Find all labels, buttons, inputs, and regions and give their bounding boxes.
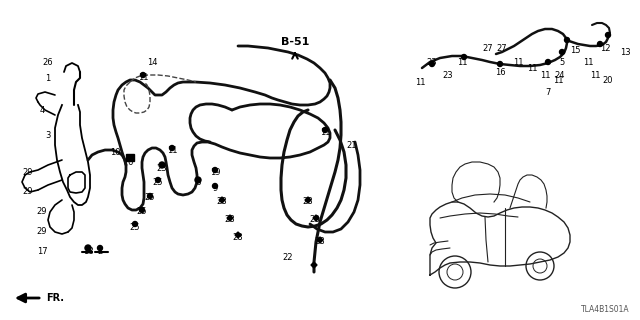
Circle shape: [559, 50, 564, 54]
Text: 28: 28: [233, 233, 243, 242]
Circle shape: [170, 146, 175, 150]
Text: 28: 28: [225, 215, 236, 225]
Polygon shape: [235, 232, 241, 238]
Text: 23: 23: [427, 58, 437, 67]
Text: 11: 11: [320, 127, 330, 137]
Text: 14: 14: [147, 58, 157, 67]
Text: 5: 5: [559, 58, 564, 67]
Text: 19: 19: [210, 167, 220, 177]
Circle shape: [147, 194, 152, 198]
Text: 11: 11: [167, 146, 177, 155]
Text: 11: 11: [457, 58, 467, 67]
Text: 11: 11: [415, 77, 425, 86]
Circle shape: [212, 167, 218, 172]
Circle shape: [212, 183, 218, 188]
Text: 11: 11: [138, 73, 148, 82]
Text: 29: 29: [23, 188, 33, 196]
Text: 23: 23: [157, 164, 167, 172]
Circle shape: [156, 178, 161, 182]
Circle shape: [497, 61, 502, 67]
Polygon shape: [305, 197, 311, 203]
Text: 25: 25: [153, 178, 163, 187]
Text: 2: 2: [97, 247, 102, 257]
Text: 25: 25: [137, 207, 147, 217]
Text: 11: 11: [540, 70, 550, 79]
Polygon shape: [313, 215, 319, 221]
Text: 28: 28: [303, 197, 314, 206]
Text: 29: 29: [23, 167, 33, 177]
Circle shape: [97, 245, 102, 251]
Text: 28: 28: [315, 237, 325, 246]
Text: TLA4B1S01A: TLA4B1S01A: [581, 305, 630, 314]
Text: 6: 6: [127, 157, 132, 166]
Text: 9: 9: [212, 183, 218, 193]
Circle shape: [132, 221, 138, 227]
Text: 16: 16: [495, 68, 506, 76]
Circle shape: [323, 127, 328, 132]
Text: 8: 8: [195, 178, 201, 187]
Text: 29: 29: [36, 228, 47, 236]
Bar: [126, 154, 134, 161]
Text: B-51: B-51: [281, 37, 309, 47]
Text: 20: 20: [603, 76, 613, 84]
Text: 10: 10: [109, 148, 120, 156]
Text: 11: 11: [527, 63, 537, 73]
Text: 24: 24: [555, 70, 565, 79]
Text: 3: 3: [45, 131, 51, 140]
Text: 22: 22: [283, 253, 293, 262]
Text: 11: 11: [513, 58, 524, 67]
Circle shape: [605, 33, 611, 37]
Circle shape: [429, 61, 435, 67]
Text: 11: 11: [553, 76, 563, 84]
Circle shape: [598, 42, 602, 46]
Text: 29: 29: [36, 207, 47, 217]
Text: 27: 27: [497, 44, 508, 52]
Text: 17: 17: [36, 247, 47, 257]
Text: 21: 21: [347, 140, 357, 149]
Text: 27: 27: [483, 44, 493, 52]
Text: 12: 12: [600, 44, 611, 52]
Text: 13: 13: [620, 47, 630, 57]
Circle shape: [159, 162, 165, 168]
Text: 1: 1: [45, 74, 51, 83]
Polygon shape: [317, 237, 323, 243]
Text: 15: 15: [570, 45, 580, 54]
Text: 7: 7: [545, 87, 550, 97]
Polygon shape: [311, 262, 317, 268]
Circle shape: [564, 37, 570, 43]
Text: 28: 28: [310, 215, 320, 225]
Text: 11: 11: [583, 58, 593, 67]
Text: 28: 28: [217, 197, 227, 206]
Circle shape: [141, 73, 145, 77]
Text: 26: 26: [43, 58, 53, 67]
Circle shape: [195, 177, 201, 183]
Circle shape: [140, 207, 145, 212]
Circle shape: [461, 54, 467, 60]
Polygon shape: [219, 197, 225, 203]
Text: 23: 23: [443, 70, 453, 79]
Text: 4: 4: [40, 106, 45, 115]
Text: 25: 25: [145, 194, 156, 203]
Text: FR.: FR.: [46, 293, 64, 303]
Circle shape: [85, 245, 91, 251]
Circle shape: [545, 60, 550, 65]
Text: 11: 11: [589, 70, 600, 79]
Text: 25: 25: [130, 222, 140, 231]
Text: 18: 18: [83, 247, 93, 257]
Polygon shape: [227, 215, 233, 221]
